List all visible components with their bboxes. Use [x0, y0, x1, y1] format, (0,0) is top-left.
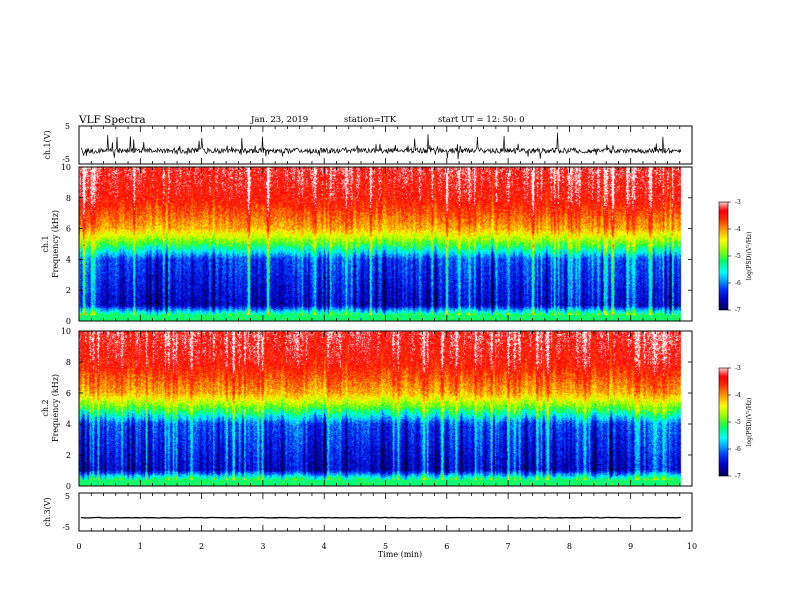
x-tick-label: 10	[687, 542, 697, 551]
ch1-colorbar: -3 -4 -5 -6 -7 log(PSD)(V²/Hz)	[718, 199, 753, 314]
ch2-colorbar-tick-label: -3	[735, 365, 741, 372]
ch1-colorbar-tick-label: -7	[735, 307, 741, 314]
ch1-colorbar-tick-label: -5	[735, 253, 741, 260]
ch1-spectrogram-ylabel-freq: Frequency (kHz)	[51, 210, 60, 278]
ch1-spectrogram-panel: 0 2 4 6 8 10 ch.1 Frequency (kHz)	[41, 163, 693, 326]
ch1-ytick-bottom: -5	[62, 155, 70, 164]
ch2-colorbar: -3 -4 -5 -6 -7 log(PSD)(V²/Hz)	[718, 365, 753, 480]
x-tick-label: 5	[383, 542, 388, 551]
ch1-spectrogram-ytick-label: 6	[66, 225, 71, 234]
ch2-colorbar-tick-label: -5	[735, 419, 741, 426]
ch1-spectrogram-ytick-label: 10	[61, 163, 71, 172]
ch1-spectrogram-ytick-label: 8	[66, 194, 71, 203]
ch2-spectrogram-image	[79, 331, 692, 486]
axis-ticks	[78, 126, 693, 531]
ch1-spectrogram-ytick-label: 0	[66, 317, 71, 326]
ch1-spectrogram-ytick-label: 2	[66, 286, 71, 295]
ch2-spectrogram-ytick-label: 8	[66, 358, 71, 367]
ch2-colorbar-ticks: -3 -4 -5 -6 -7	[728, 365, 741, 480]
x-tick-label: 1	[138, 542, 143, 551]
ch1-colorbar-tick-label: -4	[735, 226, 741, 233]
ch1-spectrogram-ylabel-channel: ch.1	[41, 235, 50, 252]
ch1-colorbar-tick-label: -6	[735, 280, 741, 287]
ch1-spectrogram-yticks: 0 2 4 6 8 10	[61, 163, 692, 326]
ch2-spectrogram-ytick-label: 10	[61, 327, 71, 336]
ch3-ytick-bottom: -5	[62, 523, 70, 532]
x-axis-label: Time (min)	[378, 550, 422, 559]
ch3-ytick-top: 5	[65, 492, 70, 501]
x-tick-label: 3	[260, 542, 265, 551]
x-tick-label: 4	[322, 542, 327, 551]
ch2-spectrogram-ylabel-channel: ch.2	[41, 399, 50, 416]
ch2-spectrogram-ytick-label: 0	[66, 482, 71, 491]
x-tick-label: 2	[199, 542, 204, 551]
ch2-spectrogram-ylabel-freq: Frequency (kHz)	[51, 374, 60, 442]
ch1-waveform-trace	[80, 132, 682, 160]
x-tick-label: 8	[567, 542, 572, 551]
ch2-spectrogram-panel: 0 2 4 6 8 10 ch.2 Frequency (kHz)	[41, 327, 693, 491]
x-tick-label: 6	[444, 542, 449, 551]
date-label: Jan. 23, 2019	[250, 115, 308, 125]
ch2-spectrogram-ytick-label: 6	[66, 389, 71, 398]
ch2-colorbar-tick-label: -6	[735, 446, 741, 453]
ch3-waveform-trace	[80, 516, 682, 519]
ch1-ytick-top: 5	[65, 122, 70, 131]
ch1-waveform-ylabel: ch.1(V)	[43, 130, 52, 159]
ch2-spectrogram-yticks: 0 2 4 6 8 10	[61, 327, 692, 491]
ch2-spectrogram-ytick-label: 2	[66, 451, 71, 460]
ch2-spectrogram-ytick-label: 4	[66, 420, 71, 429]
ch2-colorbar-tick-label: -7	[735, 473, 741, 480]
ch2-colorbar-label: log(PSD)(V²/Hz)	[746, 398, 753, 447]
ch3-waveform-ylabel: ch.3(V)	[43, 497, 52, 526]
ch1-colorbar-tick-label: -3	[735, 199, 741, 206]
start-time-label: start UT = 12: 50: 0	[438, 115, 525, 125]
ch1-colorbar-gradient	[719, 202, 728, 310]
ch2-colorbar-tick-label: -4	[735, 392, 741, 399]
station-label: station=ITK	[344, 115, 397, 125]
x-axis-tick-labels: 0 1 2 3 4 5 6 7 8 9 10	[76, 542, 697, 551]
x-tick-label: 0	[76, 542, 81, 551]
ch1-spectrogram-image	[79, 167, 692, 321]
x-tick-label: 7	[506, 542, 511, 551]
x-tick-label: 9	[628, 542, 633, 551]
ch1-spectrogram-ytick-label: 4	[66, 255, 71, 264]
ch1-colorbar-label: log(PSD)(V²/Hz)	[746, 232, 753, 281]
chart-title: VLF Spectra	[78, 114, 146, 126]
ch2-colorbar-gradient	[719, 368, 728, 476]
ch1-colorbar-ticks: -3 -4 -5 -6 -7	[728, 199, 741, 314]
